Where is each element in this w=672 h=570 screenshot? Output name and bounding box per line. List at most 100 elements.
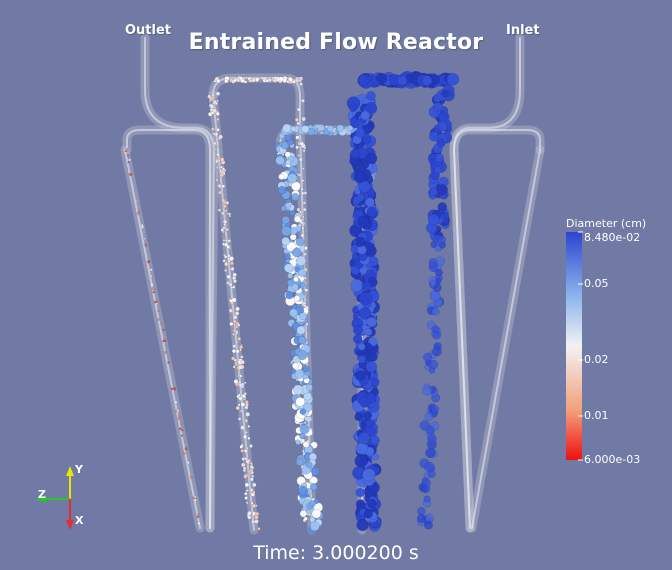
particle [289, 308, 299, 318]
particle [433, 166, 442, 174]
particle [441, 90, 450, 98]
particle [219, 172, 225, 178]
particle [423, 352, 433, 362]
particle [220, 165, 223, 169]
particle [234, 311, 240, 316]
outlet-label: Outlet [125, 23, 172, 38]
particle [126, 154, 130, 157]
particle [239, 348, 242, 352]
particle [245, 489, 249, 493]
particle [436, 138, 446, 148]
particle [302, 201, 307, 205]
particle [225, 281, 229, 285]
particle [243, 381, 247, 384]
particle [353, 171, 366, 183]
particle [297, 485, 309, 497]
particle [247, 436, 251, 440]
particle [302, 365, 310, 372]
particle [357, 215, 370, 228]
particle [428, 367, 436, 374]
particle [348, 103, 358, 112]
particle [365, 269, 375, 279]
particle [309, 500, 316, 508]
particle [336, 124, 344, 132]
particle [350, 278, 364, 292]
colorbar [566, 232, 582, 460]
particle [303, 252, 307, 257]
particle [151, 287, 155, 291]
particle [422, 385, 433, 396]
particle [216, 153, 220, 157]
particle [209, 104, 215, 109]
particle [147, 260, 151, 264]
particle [247, 458, 251, 463]
particle [215, 159, 219, 164]
particle [250, 474, 255, 479]
particle [229, 321, 234, 327]
particle [243, 474, 248, 479]
particle [347, 125, 354, 132]
particle [299, 510, 308, 518]
particle [275, 155, 285, 166]
particle [252, 482, 257, 488]
particle [227, 239, 231, 243]
particle [427, 434, 437, 444]
particle [253, 518, 259, 524]
particle [295, 237, 305, 247]
particle [177, 414, 181, 418]
particle [240, 359, 245, 365]
particle [144, 244, 148, 247]
particle [240, 355, 244, 359]
particle [310, 476, 318, 485]
reactor-tubes [120, 33, 545, 535]
particle [232, 319, 237, 324]
particle [293, 295, 301, 302]
inlet-label: Inlet [506, 23, 540, 38]
particle [295, 396, 306, 407]
particle [239, 409, 243, 413]
particle [291, 247, 302, 258]
particle [230, 266, 235, 271]
particle [238, 345, 244, 350]
particle [355, 236, 366, 247]
particle [298, 268, 307, 278]
particle [360, 110, 371, 121]
particle [438, 121, 448, 132]
particle [182, 451, 186, 456]
particle [229, 261, 235, 266]
particle [290, 126, 297, 132]
particle [231, 332, 236, 337]
particle [248, 469, 252, 474]
particle [284, 252, 291, 260]
particle [424, 513, 434, 523]
particle [217, 183, 222, 189]
particle [213, 100, 217, 104]
particle [255, 511, 260, 516]
particle [237, 364, 243, 370]
particle [437, 184, 449, 196]
particle [229, 256, 235, 262]
particle [230, 356, 236, 361]
particle [416, 513, 426, 523]
y-axis-arrow [66, 466, 74, 476]
particle [299, 408, 307, 415]
particle [295, 439, 301, 446]
particle [240, 448, 245, 453]
particle [215, 91, 221, 96]
particle [357, 355, 367, 364]
particle [216, 99, 220, 103]
particle [190, 486, 193, 490]
particle [212, 141, 217, 146]
particle [136, 199, 139, 203]
particle [356, 518, 369, 532]
particle [297, 107, 301, 112]
particle [355, 487, 366, 498]
particle [305, 415, 313, 423]
particle [216, 145, 220, 148]
particle [305, 322, 309, 326]
particle [319, 125, 326, 132]
particle [302, 441, 310, 448]
particle [288, 76, 293, 82]
